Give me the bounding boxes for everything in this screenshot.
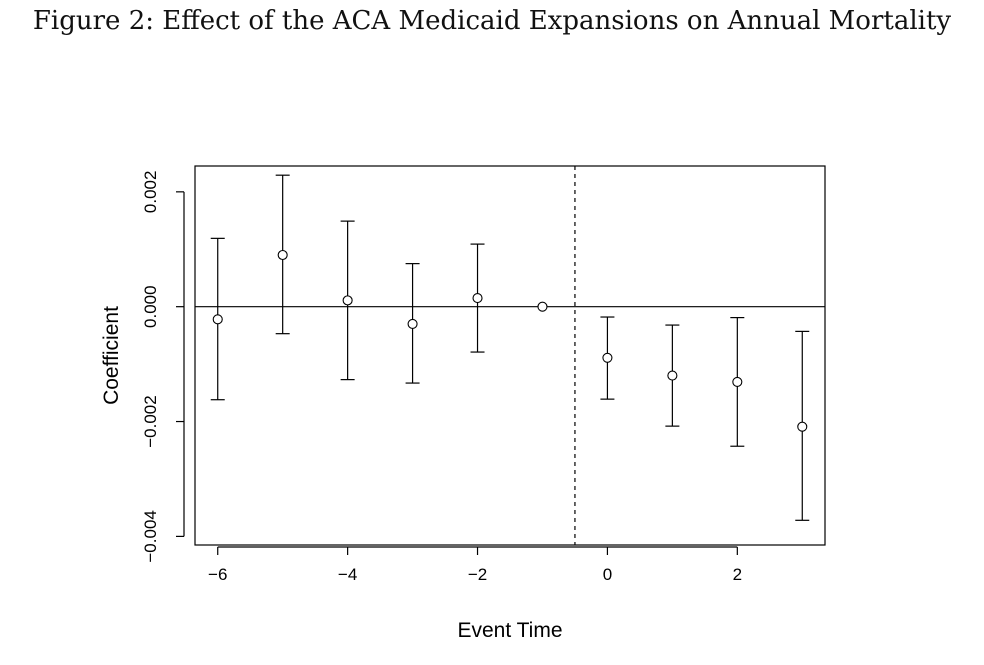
y-tick-label: −0.004 xyxy=(141,510,160,562)
coefficient-point xyxy=(797,421,808,432)
y-tick-label: −0.002 xyxy=(141,395,160,447)
x-tick-label: −4 xyxy=(338,565,357,584)
coefficient-point xyxy=(667,370,678,381)
figure-caption: Figure 2: Effect of the ACA Medicaid Exp… xyxy=(32,6,952,36)
y-tick-label: 0.000 xyxy=(141,285,160,328)
x-tick-label: −2 xyxy=(468,565,487,584)
plot-frame xyxy=(194,165,826,546)
coefficient-point xyxy=(602,352,613,363)
coefficient-point xyxy=(342,295,353,306)
y-tick-label: 0.002 xyxy=(141,171,160,214)
x-tick-label: 0 xyxy=(603,565,612,584)
coefficient-point xyxy=(407,318,418,329)
coefficient-point xyxy=(537,301,548,312)
y-axis-title: Coefficient xyxy=(100,306,123,405)
coefficient-point xyxy=(732,376,743,387)
x-tick-label: 2 xyxy=(733,565,742,584)
x-axis-title: Event Time xyxy=(457,619,562,642)
plot-area: −6 −4 −2 0 2 −0.004 −0.002 0.000 0.002 Event Time… xyxy=(100,165,826,642)
x-tick-label: −6 xyxy=(208,565,227,584)
coefficient-point xyxy=(472,293,483,304)
coefficient-point xyxy=(212,314,223,325)
coefficient-point xyxy=(277,249,288,261)
